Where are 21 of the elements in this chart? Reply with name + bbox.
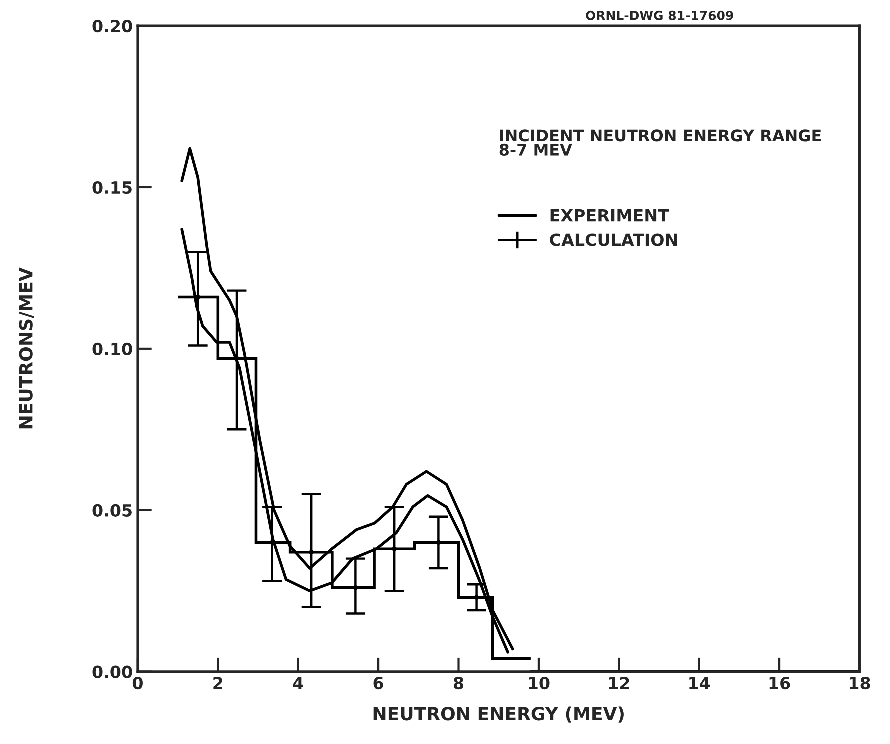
x-tick-label: 12 [609, 676, 630, 690]
x-tick-label: 18 [850, 676, 870, 690]
legend-label: EXPERIMENT [550, 209, 670, 222]
x-tick-label: 2 [214, 676, 222, 690]
x-tick-label: 4 [293, 677, 304, 690]
x-tick-label: 0 [132, 676, 143, 690]
text: ORNL-DWG 81-17609 [586, 10, 734, 20]
x-tick-label: 6 [374, 677, 384, 690]
x-tick-label: 8 [454, 676, 464, 690]
legend-label: CALCULATION [550, 234, 678, 246]
y-axis-title: NEUTRONS/MEV [19, 268, 34, 429]
x-axis-title: NEUTRON ENERGY (MEV) [374, 706, 624, 723]
x-tick-label: 10 [529, 676, 550, 690]
y-tick-label: 0.05 [92, 504, 132, 517]
x-tick-label: 14 [690, 677, 710, 690]
y-tick-label: 0.00 [92, 666, 132, 678]
y-tick-label: 0.15 [92, 181, 132, 194]
x-tick-label: 16 [770, 677, 790, 690]
y-tick-label: 0.20 [92, 20, 132, 33]
y-tick-label: 0.10 [92, 342, 132, 356]
annotation: INCIDENT NEUTRON ENERGY RANGE 8-7 MEV [500, 130, 822, 156]
